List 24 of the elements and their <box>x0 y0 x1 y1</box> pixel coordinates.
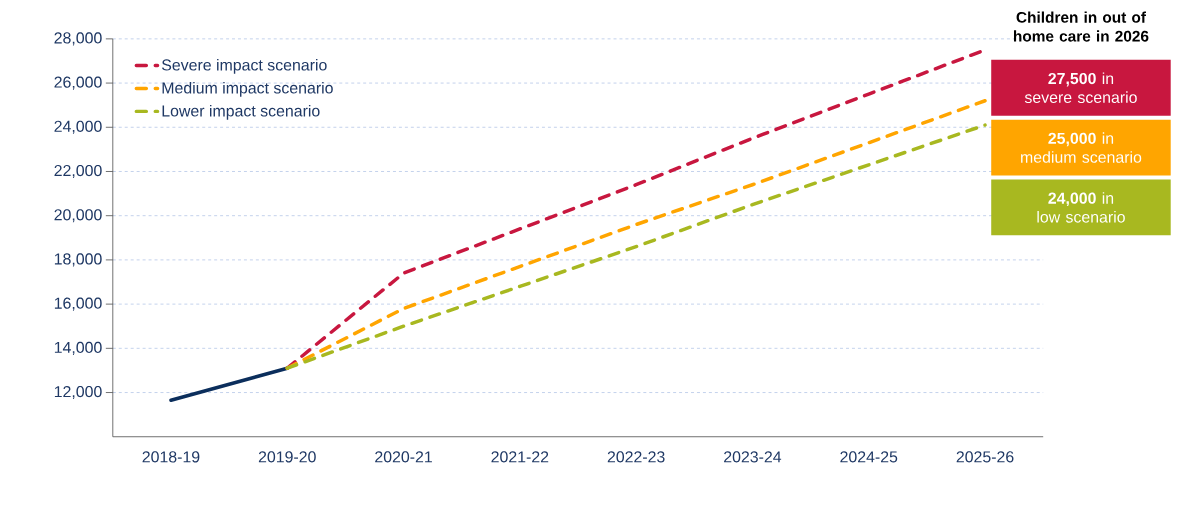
x-tick-label: 2018-19 <box>142 451 200 463</box>
y-tick-label: 16,000 <box>54 297 102 311</box>
y-tick-label: 14,000 <box>54 342 102 356</box>
y-tick-label: 24,000 <box>54 120 102 135</box>
y-tick-label: 20,000 <box>54 209 102 223</box>
annotation: 27,500 in severe scenario <box>1024 72 1137 104</box>
annotation: Children in out of home care in 2026 <box>1013 11 1149 42</box>
annotation: 25,000 in medium scenario <box>1021 132 1142 164</box>
legend-label: Medium impact scenario <box>162 82 333 97</box>
y-tick-label: 26,000 <box>54 76 102 90</box>
x-tick-label: 2020-21 <box>375 451 432 463</box>
annotation: 24,000 in low scenario <box>1037 192 1125 223</box>
x-tick-label: 2019-20 <box>258 451 316 463</box>
y-tick-label: 18,000 <box>54 253 102 267</box>
x-tick-label: 2024-25 <box>840 451 898 463</box>
legend-label: Severe impact scenario <box>161 59 327 74</box>
x-tick-label: 2022-23 <box>607 451 665 463</box>
y-tick-label: 22,000 <box>54 165 102 179</box>
y-tick-label: 12,000 <box>54 386 102 400</box>
legend-label: Lower impact scenario <box>162 105 320 120</box>
y-tick-label: 28,000 <box>54 32 102 46</box>
x-tick-label: 2021-22 <box>491 451 549 463</box>
x-tick-label: 2025-26 <box>956 451 1014 463</box>
x-tick-label: 2023-24 <box>724 451 782 463</box>
